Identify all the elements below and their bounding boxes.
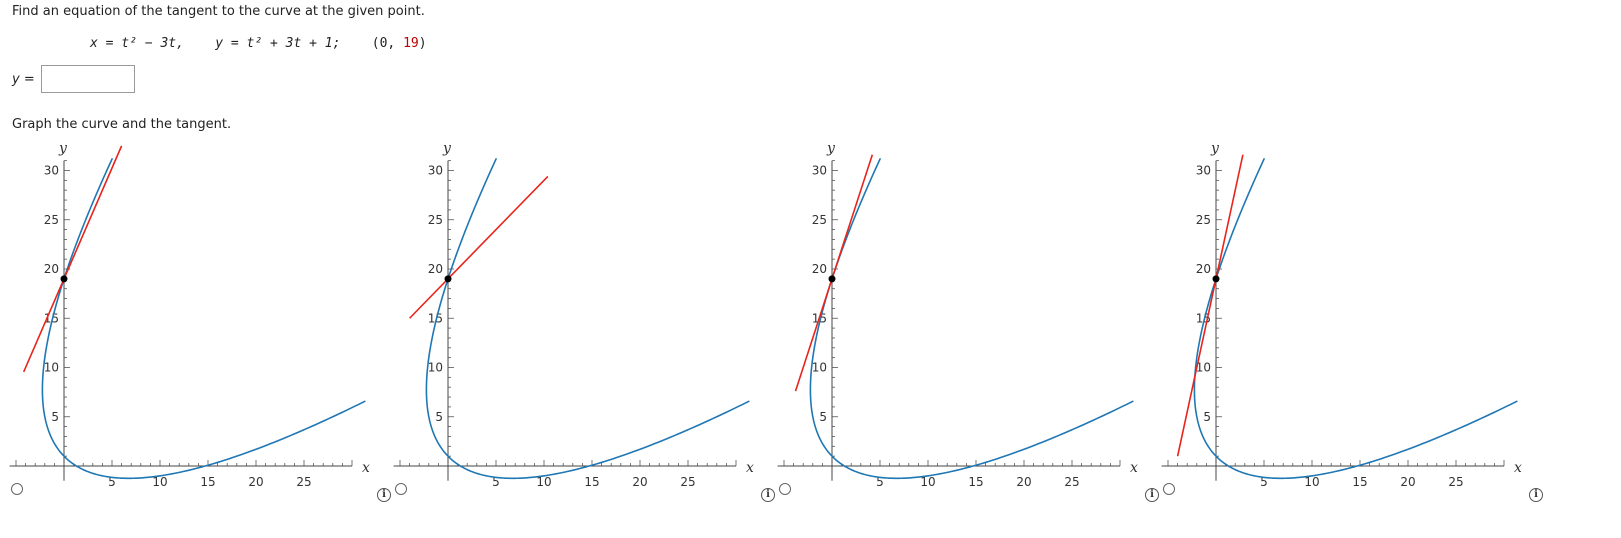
- y-equation: y = t² + 3t + 1;: [215, 36, 341, 51]
- y-tick-label: 20: [1196, 262, 1211, 276]
- graph-option-3-radio[interactable]: [779, 483, 791, 495]
- answer-row: y =: [12, 62, 135, 96]
- x-tick-label: 5: [876, 475, 884, 489]
- graph-option-4-info-icon[interactable]: i: [1529, 488, 1543, 502]
- y-tick-label: 5: [819, 410, 827, 424]
- graph-option-4: 5 10 15 20 25 5 10 15 20 25 30 x y i: [1161, 140, 1543, 515]
- y-tick-label: 25: [428, 213, 443, 227]
- x-tick-label: 15: [968, 475, 983, 489]
- parametric-equations: x = t² − 3t, y = t² + 3t + 1; (0, 19): [90, 36, 427, 51]
- given-point: (0, 19): [371, 36, 427, 51]
- x-tick-label: 5: [108, 475, 116, 489]
- y-tick-label: 20: [812, 262, 827, 276]
- x-equation: x = t² − 3t,: [90, 36, 184, 51]
- x-tick-label: 25: [680, 475, 695, 489]
- graph-option-2-radio[interactable]: [395, 483, 407, 495]
- y-tick-label: 20: [44, 262, 59, 276]
- x-tick-label: 15: [1352, 475, 1367, 489]
- x-tick-label: 20: [632, 475, 647, 489]
- x-tick-label: 15: [584, 475, 599, 489]
- graph-option-1-radio[interactable]: [11, 483, 23, 495]
- x-tick-label: 5: [1260, 475, 1268, 489]
- y-tick-label: 30: [1196, 164, 1211, 178]
- y-tick-label: 5: [51, 410, 59, 424]
- graph-option-1-chart: 5 10 15 20 25 5 10 15 20 25 30 x y: [9, 141, 370, 489]
- y-tick-label: 10: [428, 361, 443, 375]
- tangent-line: [409, 175, 549, 319]
- x-axis-label: x: [1130, 460, 1138, 476]
- y-tick-label: 30: [428, 164, 443, 178]
- x-tick-label: 25: [1064, 475, 1079, 489]
- y-tick-label: 5: [1203, 410, 1211, 424]
- x-axis-label: x: [362, 460, 370, 476]
- x-tick-label: 10: [152, 475, 167, 489]
- x-tick-label: 25: [1448, 475, 1463, 489]
- x-tick-label: 20: [248, 475, 263, 489]
- tangent-point: [444, 275, 452, 283]
- graph-option-1-info-icon[interactable]: i: [377, 488, 391, 502]
- y-tick-label: 25: [1196, 213, 1211, 227]
- x-tick-label: 10: [920, 475, 935, 489]
- y-tick-label: 10: [44, 361, 59, 375]
- graph-option-2-chart: 5 10 15 20 25 5 10 15 20 25 30 x y: [393, 141, 754, 489]
- graph-option-2-info-icon[interactable]: i: [761, 488, 775, 502]
- given-point-y: 19: [403, 36, 419, 51]
- y-tick-label: 30: [812, 164, 827, 178]
- x-axis-label: x: [746, 460, 754, 476]
- x-tick-label: 25: [296, 475, 311, 489]
- y-axis-label: y: [442, 141, 452, 157]
- x-tick-label: 5: [492, 475, 500, 489]
- graph-option-1: 5 10 15 20 25 5 10 15 20 25 30 x y i: [9, 140, 391, 515]
- graph-prompt: Graph the curve and the tangent.: [12, 117, 232, 132]
- parametric-curve: [1193, 157, 1518, 480]
- y-tick-label: 10: [812, 361, 827, 375]
- parametric-curve: [809, 157, 1134, 480]
- graph-option-2: 5 10 15 20 25 5 10 15 20 25 30 x y i: [393, 140, 775, 515]
- x-axis-label: x: [1514, 460, 1522, 476]
- parametric-curve: [425, 157, 750, 480]
- graph-option-4-radio[interactable]: [1163, 483, 1175, 495]
- y-tick-label: 30: [44, 164, 59, 178]
- question-prompt: Find an equation of the tangent to the c…: [12, 4, 425, 19]
- y-axis-label: y: [58, 141, 68, 157]
- tangent-line: [22, 145, 123, 373]
- x-tick-label: 20: [1016, 475, 1031, 489]
- x-tick-label: 10: [1304, 475, 1319, 489]
- x-tick-label: 20: [1400, 475, 1415, 489]
- graph-option-3-info-icon[interactable]: i: [1145, 488, 1159, 502]
- tangent-point: [1212, 275, 1220, 283]
- y-axis-label: y: [1210, 141, 1220, 157]
- tangent-equation-input[interactable]: [40, 65, 135, 93]
- y-axis-label: y: [826, 141, 836, 157]
- tangent-point: [60, 275, 68, 283]
- x-tick-label: 10: [536, 475, 551, 489]
- x-tick-label: 15: [200, 475, 215, 489]
- y-tick-label: 5: [435, 410, 443, 424]
- y-tick-label: 20: [428, 262, 443, 276]
- y-tick-label: 25: [812, 213, 827, 227]
- parametric-curve: [41, 157, 366, 480]
- tangent-line: [1176, 154, 1244, 457]
- y-tick-label: 10: [1196, 361, 1211, 375]
- y-tick-label: 15: [428, 311, 443, 325]
- y-tick-label: 25: [44, 213, 59, 227]
- answer-label: y =: [12, 71, 35, 87]
- tangent-point: [828, 275, 836, 283]
- y-tick-label: 15: [44, 311, 59, 325]
- tangent-line: [794, 154, 874, 392]
